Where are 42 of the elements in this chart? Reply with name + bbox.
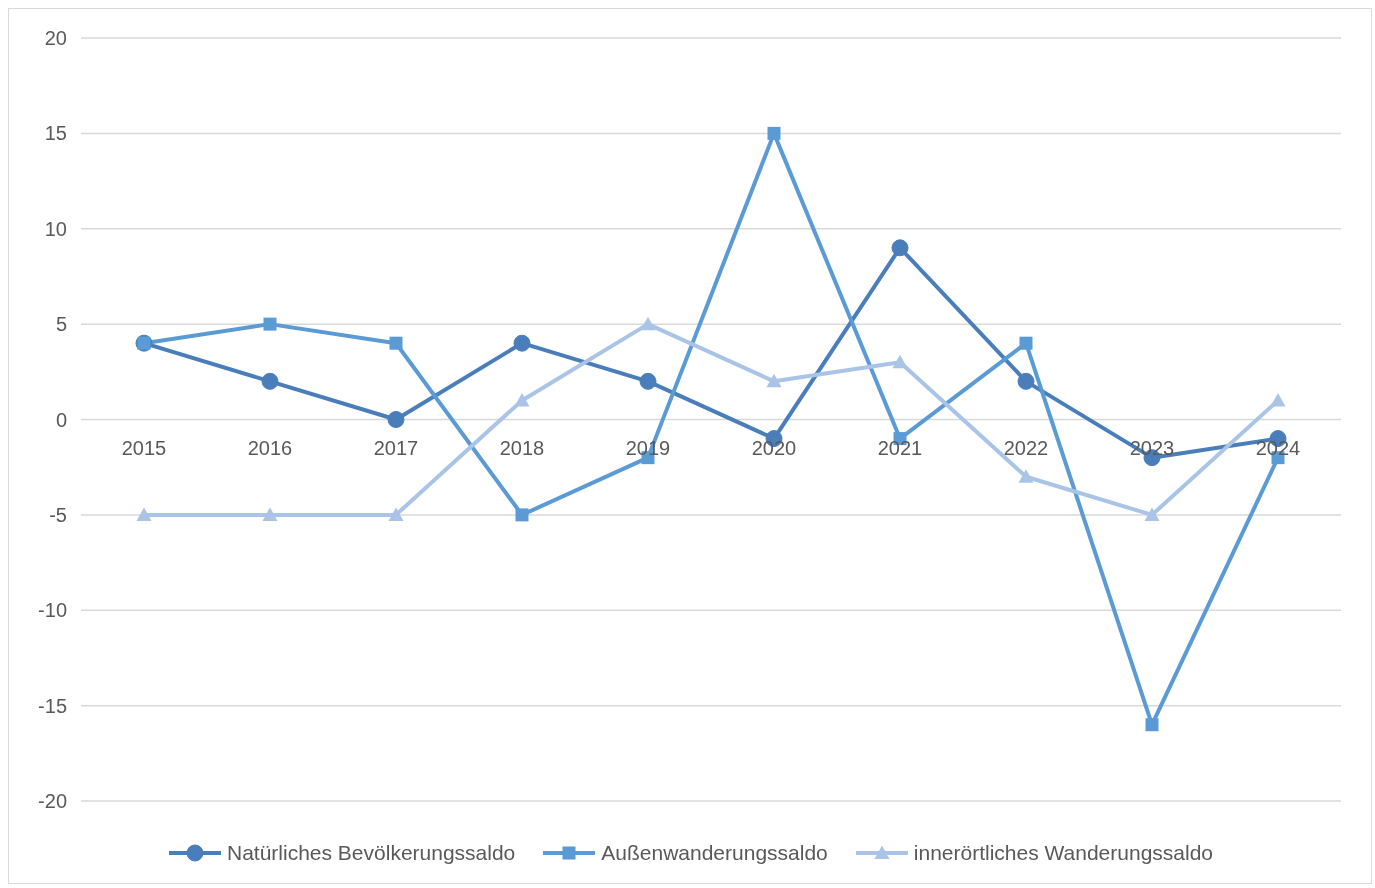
legend-label: Außenwanderungssaldo [601, 841, 828, 865]
y-tick-label: 20 [44, 27, 67, 50]
point [891, 239, 909, 257]
point [514, 392, 530, 407]
y-tick-label: 5 [55, 313, 67, 336]
point [263, 317, 277, 331]
legend-label: innerörtliches Wanderungssaldo [913, 841, 1214, 865]
legend-label: Natürliches Bevölkerungssaldo [226, 841, 516, 865]
x-tick-label: 2022 [1003, 436, 1049, 459]
point [767, 126, 781, 140]
point [1019, 336, 1033, 350]
point [262, 507, 278, 521]
y-tick-label: -5 [49, 503, 67, 526]
point [261, 372, 279, 390]
point [515, 508, 529, 522]
point [387, 411, 405, 428]
y-tick-label: 10 [44, 217, 67, 240]
point [388, 507, 404, 521]
y-tick-label: 0 [55, 408, 67, 431]
y-tick-label: -15 [38, 694, 67, 717]
point [389, 336, 403, 350]
y-tick-label: 15 [44, 122, 67, 145]
point [1145, 718, 1159, 732]
y-tick-label: -10 [38, 599, 67, 622]
x-tick-label: 2024 [1255, 436, 1301, 459]
point [766, 373, 782, 388]
point [1017, 372, 1035, 390]
y-tick-label: -20 [38, 790, 67, 813]
x-tick-label: 2015 [121, 436, 167, 459]
point [892, 354, 908, 369]
point [136, 507, 152, 521]
point [1144, 507, 1160, 521]
x-tick-label: 2020 [751, 436, 797, 459]
point [639, 372, 657, 390]
point [1270, 392, 1286, 407]
point [1018, 469, 1034, 483]
point [640, 316, 656, 331]
x-tick-label: 2016 [247, 436, 293, 459]
x-tick-label: 2017 [373, 436, 419, 459]
x-tick-label: 2021 [877, 436, 923, 459]
x-tick-label: 2018 [499, 436, 545, 459]
point [513, 334, 531, 352]
